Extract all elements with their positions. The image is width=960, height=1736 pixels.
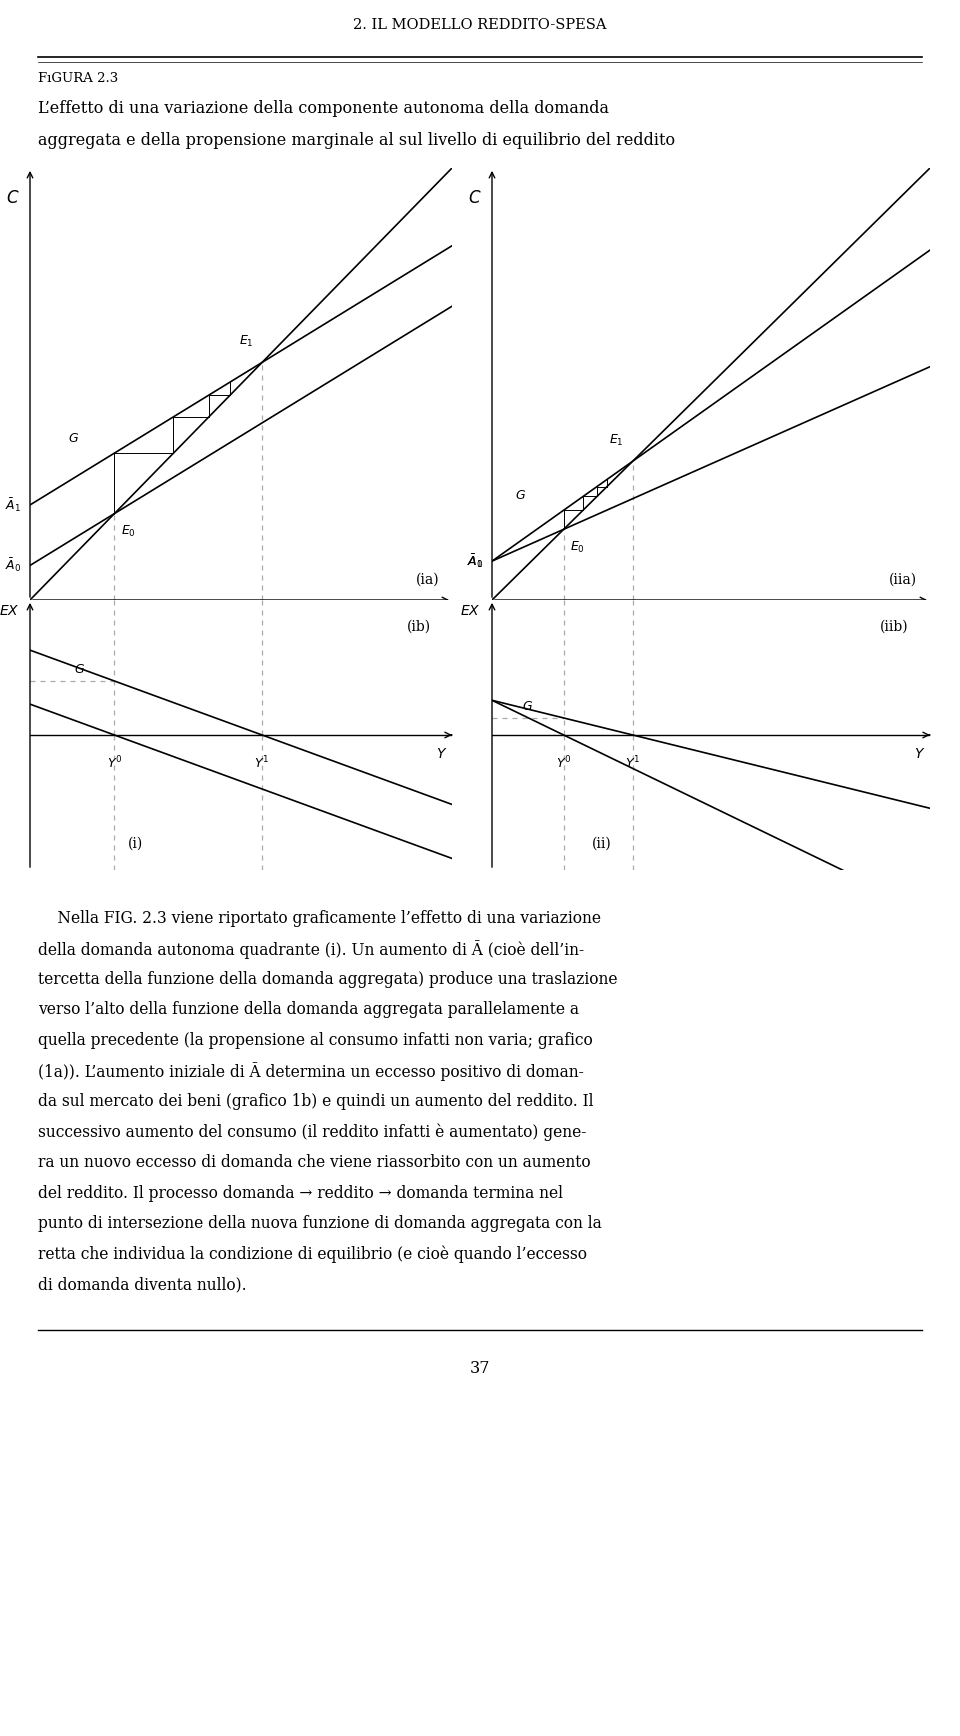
Text: della domanda autonoma quadrante (i). Un aumento di Ā (cioè dell’in-: della domanda autonoma quadrante (i). Un…	[38, 941, 584, 960]
Text: $G$: $G$	[516, 490, 526, 502]
Text: $Y^0$: $Y^0$	[107, 623, 122, 641]
Text: retta che individua la condizione di equilibrio (e cioè quando l’eccesso: retta che individua la condizione di equ…	[38, 1245, 587, 1264]
Text: $\bar{A}_0$: $\bar{A}_0$	[467, 552, 483, 569]
Text: punto di intersezione della nuova funzione di domanda aggregata con la: punto di intersezione della nuova funzio…	[38, 1215, 602, 1233]
Text: (iib): (iib)	[879, 620, 908, 634]
Text: tercetta della funzione della domanda aggregata) produce una traslazione: tercetta della funzione della domanda ag…	[38, 970, 617, 988]
Text: $Y^0$: $Y^0$	[107, 753, 122, 771]
Text: $EX$: $EX$	[0, 604, 19, 618]
Text: FıGURA 2.3: FıGURA 2.3	[38, 71, 118, 85]
Text: del reddito. Il processo domanda → reddito → domanda termina nel: del reddito. Il processo domanda → reddi…	[38, 1184, 563, 1201]
Text: $C$: $C$	[7, 189, 20, 207]
Text: aggregata e della propensione marginale al sul livello di equilibrio del reddito: aggregata e della propensione marginale …	[38, 132, 675, 149]
Text: $E_1$: $E_1$	[610, 432, 624, 448]
Text: (iia): (iia)	[889, 573, 917, 587]
Text: (ib): (ib)	[407, 620, 431, 634]
Text: $E_1$: $E_1$	[239, 333, 253, 349]
Text: successivo aumento del consumo (il reddito infatti è aumentato) gene-: successivo aumento del consumo (il reddi…	[38, 1123, 587, 1141]
Text: $G$: $G$	[522, 700, 533, 713]
Text: $Y^0$: $Y^0$	[556, 623, 571, 641]
Text: $E_0$: $E_0$	[570, 540, 586, 556]
Text: $Y^1$: $Y^1$	[254, 623, 270, 641]
Text: $E_0$: $E_0$	[121, 524, 135, 540]
Text: $Y^0$: $Y^0$	[556, 753, 571, 771]
Text: 37: 37	[469, 1359, 491, 1377]
Text: $Y^1$: $Y^1$	[625, 753, 640, 771]
Text: (ia): (ia)	[416, 573, 440, 587]
Text: $EX$: $EX$	[460, 604, 480, 618]
Text: da sul mercato dei beni (grafico 1b) e quindi un aumento del reddito. Il: da sul mercato dei beni (grafico 1b) e q…	[38, 1094, 593, 1109]
Text: (i): (i)	[128, 837, 143, 851]
Text: $Y$: $Y$	[437, 746, 447, 760]
Text: $Y^1$: $Y^1$	[625, 623, 640, 641]
Text: $\bar{A}_1$: $\bar{A}_1$	[6, 496, 21, 514]
Text: 2. IL MODELLO REDDITO-SPESA: 2. IL MODELLO REDDITO-SPESA	[353, 17, 607, 31]
Text: Nella FIG. 2.3 viene riportato graficamente l’effetto di una variazione: Nella FIG. 2.3 viene riportato graficame…	[38, 910, 601, 927]
Text: (ii): (ii)	[591, 837, 612, 851]
Text: $Y^1$: $Y^1$	[254, 753, 270, 771]
Text: $\bar{A}_0$: $\bar{A}_0$	[5, 557, 21, 575]
Text: quella precedente (la propensione al consumo infatti non varia; grafico: quella precedente (la propensione al con…	[38, 1031, 592, 1049]
Text: verso l’alto della funzione della domanda aggregata parallelamente a: verso l’alto della funzione della domand…	[38, 1002, 579, 1019]
Text: (1a)). L’aumento iniziale di Ā determina un eccesso positivo di doman-: (1a)). L’aumento iniziale di Ā determina…	[38, 1062, 584, 1082]
Text: $G$: $G$	[74, 663, 84, 677]
Text: L’effetto di una variazione della componente autonoma della domanda: L’effetto di una variazione della compon…	[38, 101, 609, 116]
Text: $Y$: $Y$	[914, 746, 925, 760]
Text: di domanda diventa nullo).: di domanda diventa nullo).	[38, 1276, 247, 1293]
Text: $G$: $G$	[68, 432, 79, 446]
Text: $\bar{A}_1$: $\bar{A}_1$	[468, 552, 483, 569]
Text: ra un nuovo eccesso di domanda che viene riassorbito con un aumento: ra un nuovo eccesso di domanda che viene…	[38, 1154, 590, 1172]
Text: $C$: $C$	[468, 189, 481, 207]
